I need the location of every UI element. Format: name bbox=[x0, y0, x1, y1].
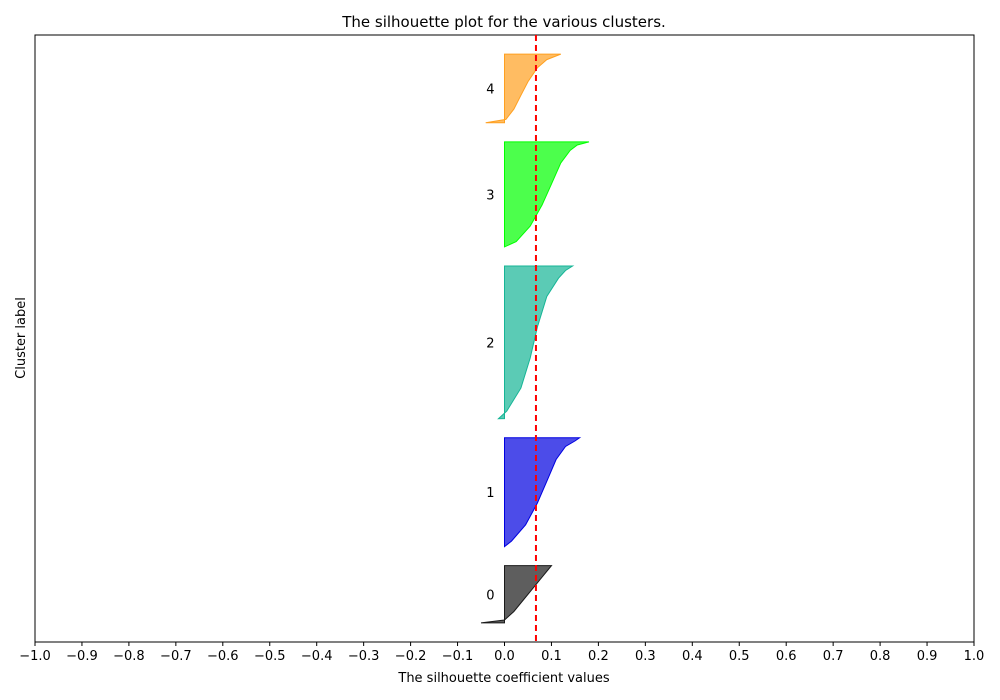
x-tick-label: 0.7 bbox=[823, 649, 844, 664]
x-tick-label: −0.7 bbox=[160, 649, 192, 664]
cluster-2-silhouette bbox=[497, 265, 575, 420]
x-tick-label: 0.2 bbox=[588, 649, 609, 664]
chart-title: The silhouette plot for the various clus… bbox=[341, 13, 666, 31]
cluster-3-silhouette bbox=[504, 141, 590, 248]
cluster-1-silhouette bbox=[504, 437, 582, 548]
x-tick-label: −0.8 bbox=[113, 649, 145, 664]
x-axis-label: The silhouette coefficient values bbox=[397, 671, 609, 686]
x-tick-label: −0.9 bbox=[66, 649, 98, 664]
x-tick-label: −0.3 bbox=[348, 649, 380, 664]
x-tick-label: −1.0 bbox=[19, 649, 51, 664]
x-tick-label: −0.4 bbox=[301, 649, 333, 664]
x-tick-label: 0.4 bbox=[682, 649, 703, 664]
cluster-4-label: 4 bbox=[486, 82, 494, 97]
plot-area: 0 1 2 3 4 bbox=[480, 53, 590, 624]
cluster-0-label: 0 bbox=[486, 588, 494, 603]
x-tick-label: −0.6 bbox=[207, 649, 239, 664]
cluster-3-label: 3 bbox=[486, 188, 494, 203]
cluster-4-silhouette bbox=[485, 53, 561, 124]
x-tick-label: 0.6 bbox=[776, 649, 797, 664]
x-tick-label: 0.0 bbox=[494, 649, 515, 664]
x-tick-label: −0.1 bbox=[442, 649, 474, 664]
x-tick-label: 1.0 bbox=[964, 649, 985, 664]
x-tick-label: 0.9 bbox=[917, 649, 938, 664]
cluster-1-label: 1 bbox=[486, 486, 494, 501]
x-tick-label: −0.2 bbox=[395, 649, 427, 664]
x-tick-label: 0.8 bbox=[870, 649, 891, 664]
y-axis-label: Cluster label bbox=[14, 297, 29, 379]
x-axis: −1.0 −0.9 −0.8 −0.7 −0.6 −0.5 −0.4 −0.3 −0.2 −0.1… bbox=[19, 642, 984, 664]
x-tick-label: 0.1 bbox=[541, 649, 562, 664]
cluster-2-label: 2 bbox=[486, 336, 494, 351]
x-tick-label: 0.5 bbox=[729, 649, 750, 664]
x-tick-label: −0.5 bbox=[254, 649, 286, 664]
x-tick-label: 0.3 bbox=[635, 649, 656, 664]
